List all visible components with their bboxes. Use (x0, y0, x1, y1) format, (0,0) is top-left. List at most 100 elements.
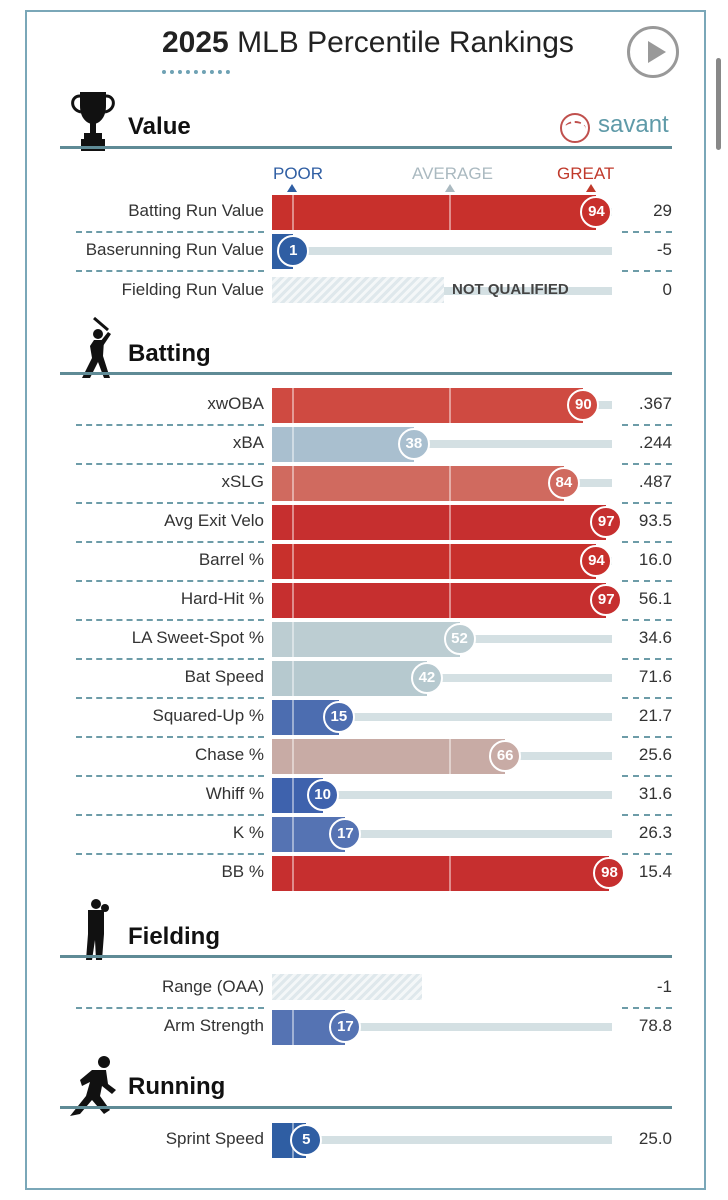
gridline (449, 388, 451, 423)
percentile-bubble: 5 (290, 1124, 323, 1156)
row-divider (76, 580, 264, 582)
scale-poor-label: POOR (273, 164, 324, 183)
row-divider (76, 853, 264, 855)
row-divider (622, 424, 672, 426)
metric-row[interactable]: xBA 38 .244 (0, 425, 728, 465)
poor-marker-icon (287, 184, 297, 192)
row-divider (76, 775, 264, 777)
metric-row[interactable]: Bat Speed 42 71.6 (0, 659, 728, 699)
metric-label: BB % (221, 862, 264, 881)
metric-row[interactable]: Arm Strength 17 78.8 (0, 1008, 728, 1047)
title-text: MLB Percentile Rankings (237, 26, 574, 59)
metric-label: Range (OAA) (161, 977, 264, 996)
metric-label: K % (232, 823, 264, 842)
play-button[interactable] (627, 26, 679, 78)
section-running: Running (60, 1052, 672, 1116)
metric-row[interactable]: Hard-Hit % 97 56.1 (0, 581, 728, 621)
percentile-bubble: 94 (580, 196, 613, 228)
savant-brand-text: savant (598, 111, 669, 138)
percentile-bar (272, 739, 506, 774)
percentile-bubble: 84 (547, 467, 580, 499)
not-qualified-label: NOT QUALIFIED (452, 281, 569, 298)
metric-label: Chase % (195, 745, 264, 764)
metric-row[interactable]: Batting Run Value 94 29 (0, 193, 728, 233)
row-divider (76, 541, 264, 543)
title-year: 2025 (162, 26, 229, 59)
percentile-bubble: 17 (329, 818, 362, 850)
gridline (292, 388, 294, 423)
metric-value: .244 (638, 433, 672, 452)
batter-icon (82, 316, 111, 378)
metric-label: xSLG (221, 472, 264, 491)
metric-value: 56.1 (638, 589, 672, 608)
metric-row[interactable]: Range (OAA) -1 (0, 969, 728, 1009)
gridline (292, 195, 294, 230)
metric-value: -1 (656, 977, 672, 996)
title-underline (162, 70, 230, 74)
gridline (292, 700, 294, 735)
metric-value: -5 (656, 240, 672, 259)
great-marker-icon (586, 184, 596, 192)
percentile-bubble: 52 (443, 623, 476, 655)
row-divider (622, 853, 672, 855)
fielder-icon (86, 899, 109, 960)
gridline (292, 427, 294, 462)
gridline (449, 739, 451, 774)
page-title: 2025 MLB Percentile Rankings (162, 26, 574, 60)
gridline (292, 856, 294, 891)
row-divider (622, 619, 672, 621)
gridline (292, 1010, 294, 1045)
metric-row[interactable]: Fielding Run Value NOT QUALIFIED 0 (0, 272, 728, 311)
metric-value: 21.7 (638, 706, 672, 725)
metric-value: 25.6 (638, 745, 672, 764)
metric-row[interactable]: K % 17 26.3 (0, 815, 728, 855)
metric-value: .367 (638, 394, 672, 413)
section-title-value: Value (128, 113, 191, 140)
metric-value: 26.3 (638, 823, 672, 842)
metric-row[interactable]: Avg Exit Velo 97 93.5 (0, 503, 728, 543)
metric-row[interactable]: Squared-Up % 15 21.7 (0, 698, 728, 738)
metric-label: Squared-Up % (152, 706, 264, 725)
metric-row[interactable]: Barrel % 94 16.0 (0, 542, 728, 582)
scale-great-label: GREAT (557, 164, 615, 183)
metric-row[interactable]: Sprint Speed 5 25.0 (0, 1121, 728, 1160)
trophy-icon (71, 92, 115, 151)
gridline (449, 466, 451, 501)
gridline (292, 622, 294, 657)
percentile-track (272, 440, 612, 448)
gridline (449, 195, 451, 230)
metric-row[interactable]: xSLG 84 .487 (0, 464, 728, 504)
percentile-bubble: 1 (277, 235, 310, 267)
row-divider (76, 231, 264, 233)
gridline (449, 856, 451, 891)
section-title-batting: Batting (128, 340, 211, 367)
gridline (292, 778, 294, 813)
percentile-track (444, 287, 612, 295)
percentile-track (272, 1023, 612, 1031)
row-divider (622, 463, 672, 465)
metric-label: Whiff % (205, 784, 264, 803)
row-divider (76, 814, 264, 816)
row-divider (622, 736, 672, 738)
average-marker-icon (445, 184, 455, 192)
row-divider (622, 270, 672, 272)
gridline (292, 466, 294, 501)
percentile-bubble: 66 (489, 740, 522, 772)
metric-label: Avg Exit Velo (164, 511, 264, 530)
metric-row[interactable]: Baserunning Run Value 1 -5 (0, 232, 728, 272)
metric-value: 25.0 (638, 1129, 672, 1148)
scrollbar[interactable] (716, 58, 721, 150)
scale-average-label: AVERAGE (412, 164, 493, 183)
metric-row[interactable]: LA Sweet-Spot % 52 34.6 (0, 620, 728, 660)
metric-row[interactable]: Chase % 66 25.6 (0, 737, 728, 777)
metric-value: 15.4 (638, 862, 672, 881)
metric-row[interactable]: Whiff % 10 31.6 (0, 776, 728, 816)
section-title-running: Running (128, 1073, 226, 1100)
percentile-bubble: 94 (580, 545, 613, 577)
metric-label: Arm Strength (163, 1016, 264, 1035)
metric-row[interactable]: xwOBA 90 .367 (0, 386, 728, 426)
gridline (449, 505, 451, 540)
unqualified-bar (272, 277, 444, 303)
metric-row[interactable]: BB % 98 15.4 (0, 854, 728, 893)
row-divider (622, 541, 672, 543)
